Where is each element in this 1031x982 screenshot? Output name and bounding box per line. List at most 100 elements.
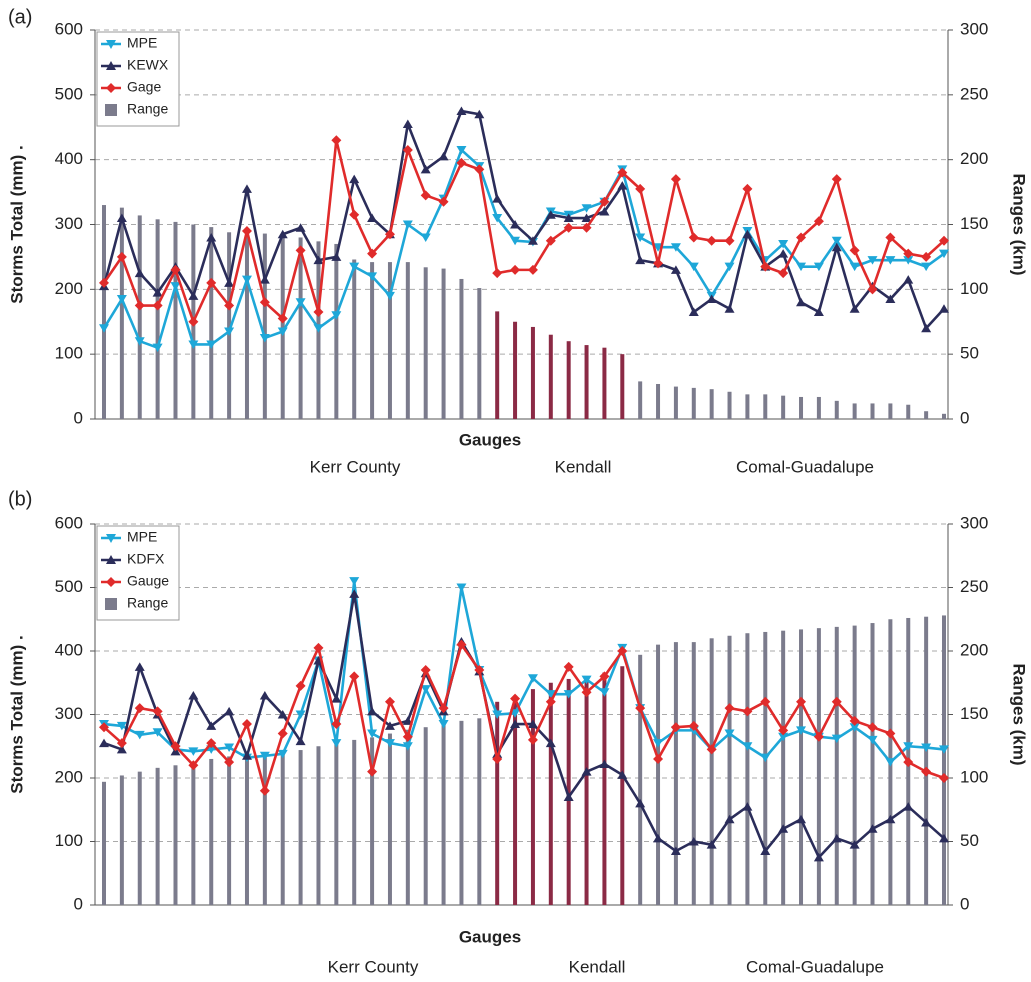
- marker: [331, 719, 342, 730]
- marker: [849, 840, 860, 849]
- marker: [885, 758, 896, 767]
- marker: [331, 311, 342, 320]
- y-tick-label: 500: [55, 84, 83, 103]
- marker: [527, 734, 538, 745]
- bar: [387, 262, 392, 419]
- marker: [188, 747, 199, 756]
- marker: [420, 665, 431, 676]
- marker: [706, 744, 717, 755]
- marker: [885, 814, 896, 824]
- marker: [670, 722, 681, 733]
- bar: [799, 629, 804, 905]
- y-tick-label: 400: [55, 640, 83, 659]
- bar: [209, 227, 214, 419]
- legend-label: Gauge: [127, 573, 169, 589]
- marker: [349, 174, 360, 184]
- bar: [852, 403, 857, 419]
- marker: [581, 767, 592, 776]
- marker: [903, 742, 914, 751]
- marker: [670, 243, 681, 252]
- marker: [492, 214, 503, 223]
- marker: [116, 251, 127, 262]
- bar: [513, 321, 518, 419]
- y2-tick-label: 100: [960, 767, 988, 786]
- marker: [420, 190, 431, 201]
- bar: [441, 268, 446, 419]
- bar: [870, 623, 875, 905]
- marker: [724, 814, 735, 824]
- marker: [885, 294, 896, 304]
- bar: [119, 775, 124, 905]
- bar: [137, 215, 142, 419]
- marker: [224, 278, 235, 287]
- marker: [653, 753, 664, 764]
- bar: [852, 625, 857, 905]
- marker: [188, 690, 199, 700]
- bar: [102, 781, 106, 905]
- marker: [116, 213, 127, 223]
- marker: [420, 164, 431, 174]
- marker: [367, 248, 378, 259]
- marker: [563, 213, 574, 223]
- marker: [921, 251, 932, 262]
- bar: [673, 386, 678, 419]
- legend-label: MPE: [127, 35, 157, 51]
- marker: [796, 696, 807, 707]
- marker: [492, 194, 503, 203]
- marker: [224, 757, 235, 768]
- bar: [584, 676, 589, 905]
- bar: [173, 221, 178, 419]
- legend-label: MPE: [127, 529, 157, 545]
- bar: [477, 718, 482, 905]
- marker: [295, 710, 306, 719]
- bar: [638, 654, 643, 905]
- legend-marker: [106, 555, 116, 564]
- y-tick-label: 300: [55, 704, 83, 723]
- marker: [563, 690, 574, 699]
- y-tick-label: 400: [55, 149, 83, 168]
- legend-label: Range: [127, 595, 168, 611]
- legend-swatch: [105, 598, 117, 610]
- bar: [620, 354, 625, 419]
- legend-swatch: [105, 104, 117, 116]
- bar: [495, 311, 500, 419]
- marker: [563, 661, 574, 672]
- y-tick-label: 500: [55, 577, 83, 596]
- y-tick-label: 200: [55, 767, 83, 786]
- marker: [331, 252, 342, 261]
- marker: [241, 751, 252, 760]
- marker: [831, 236, 842, 246]
- marker: [402, 731, 413, 742]
- marker: [456, 157, 467, 168]
- marker: [688, 307, 699, 317]
- y-tick-label: 300: [55, 214, 83, 233]
- marker: [778, 732, 789, 742]
- marker: [259, 275, 270, 284]
- bar: [334, 742, 339, 905]
- series: [99, 639, 949, 796]
- marker: [903, 275, 914, 284]
- marker: [813, 852, 824, 862]
- bar: [495, 701, 500, 905]
- bar: [262, 233, 267, 419]
- bar: [834, 626, 839, 905]
- marker: [581, 222, 592, 233]
- marker: [670, 265, 681, 274]
- y2-tick-label: 150: [960, 214, 988, 233]
- bar: [244, 755, 249, 905]
- marker: [510, 693, 521, 704]
- bar: [405, 729, 410, 905]
- marker: [402, 742, 413, 751]
- legend-marker: [106, 534, 116, 543]
- y2-tick-label: 100: [960, 279, 988, 298]
- marker: [527, 719, 538, 729]
- marker: [474, 109, 485, 119]
- bar: [942, 413, 946, 419]
- bar: [191, 761, 196, 905]
- bar: [727, 635, 732, 905]
- marker: [313, 642, 324, 653]
- y2-tick-label: 150: [960, 704, 988, 723]
- legend-label: Gage: [127, 79, 161, 95]
- marker: [903, 248, 914, 259]
